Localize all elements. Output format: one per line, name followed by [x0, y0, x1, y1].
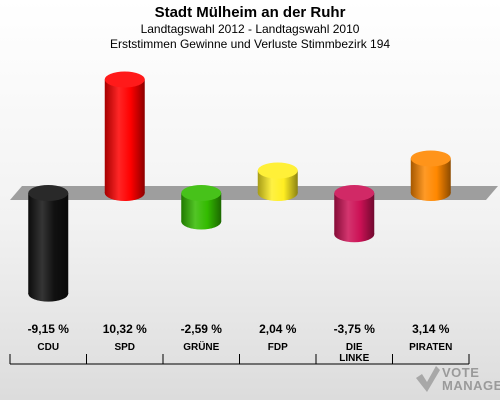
value-label: 10,32 % — [103, 322, 147, 336]
chart-title: Stadt Mülheim an der Ruhr — [154, 4, 346, 21]
bar-bottom-cap — [334, 226, 375, 243]
value-label: -2,59 % — [181, 322, 223, 336]
bar-bottom-cap — [104, 185, 145, 201]
bar-bottom-cap — [257, 185, 298, 201]
category-label: SPD — [114, 342, 135, 353]
chart-description: Erststimmen Gewinne und Verluste Stimmbe… — [109, 37, 391, 51]
bar-top-cap — [28, 185, 69, 201]
chart-titles: Stadt Mülheim an der Ruhr Landtagswahl 2… — [0, 4, 500, 52]
watermark-text: VOTE MANAGER — [442, 366, 500, 392]
bar-top-cap — [410, 150, 451, 167]
value-label: 2,04 % — [259, 322, 297, 336]
bar-top-cap — [257, 162, 298, 179]
checkmark-logo-icon — [416, 366, 440, 392]
bar-body — [28, 193, 69, 294]
category-label: GRÜNE — [183, 340, 219, 353]
bar-cdu — [28, 185, 69, 302]
category-label: DIE — [346, 342, 363, 353]
chart-subtitle: Landtagswahl 2012 - Landtagswahl 2010 — [140, 22, 360, 36]
bar-bottom-cap — [410, 185, 451, 201]
bar-bottom-cap — [181, 213, 222, 230]
value-label: 3,14 % — [412, 322, 450, 336]
bar-die-linke — [334, 185, 375, 243]
category-label: FDP — [268, 342, 288, 353]
bar-top-cap — [334, 185, 375, 201]
bar-grüne — [181, 185, 222, 230]
watermark-line-2: MANAGER — [442, 378, 500, 393]
bar-fdp — [257, 162, 298, 201]
watermark-line-1: VOTE — [442, 365, 480, 380]
category-label: LINKE — [339, 353, 369, 364]
category-label: CDU — [37, 342, 59, 353]
bar-top-cap — [104, 71, 145, 88]
bar-bottom-cap — [28, 285, 69, 302]
value-label: -3,75 % — [334, 322, 376, 336]
bar-body — [104, 79, 145, 193]
vote-manager-watermark: VOTE MANAGER — [414, 362, 500, 396]
bar-top-cap — [181, 185, 222, 201]
bar-spd — [104, 71, 145, 201]
category-label: PIRATEN — [409, 342, 452, 353]
value-label: -9,15 % — [28, 322, 70, 336]
bar-piraten — [410, 150, 451, 201]
